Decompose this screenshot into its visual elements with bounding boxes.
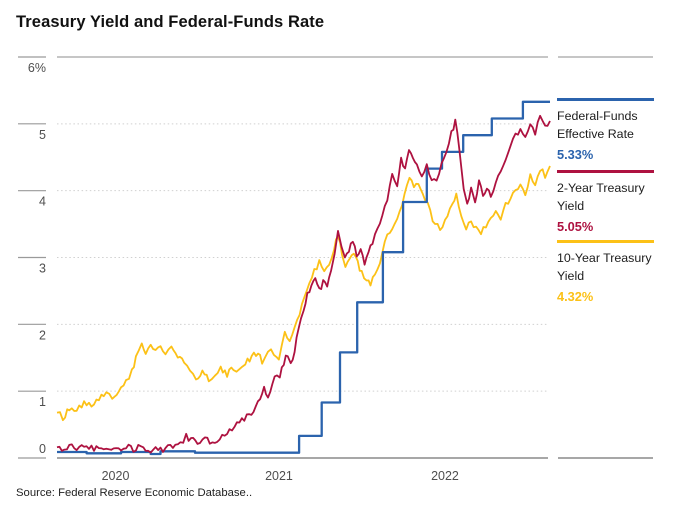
series-line-10-year-treasury-yield: [56, 165, 551, 422]
legend-item-10yr-treasury: 10-Year Treasury Yield 4.32%: [557, 240, 654, 305]
legend-value-2yr-treasury: 5.05%: [557, 219, 594, 234]
y-tick-label: 3: [39, 262, 46, 276]
legend-value-10yr-treasury: 4.32%: [557, 289, 594, 304]
y-tick-label: 6%: [28, 61, 46, 75]
series-line-2-year-treasury-yield: [56, 114, 551, 454]
legend-item-fed-funds: Federal-Funds Effective Rate 5.33%: [557, 98, 654, 163]
y-tick-label: 4: [39, 195, 46, 209]
series-line-federal-funds-effective-rate: [57, 100, 550, 456]
legend-label: Yield: [557, 268, 585, 283]
legend-label: Federal-Funds: [557, 109, 638, 123]
chart-title: Treasury Yield and Federal-Funds Rate: [16, 13, 325, 31]
x-tick-label: 2021: [265, 469, 293, 483]
legend-label: Effective Rate: [557, 126, 634, 141]
x-tick-label: 2022: [431, 469, 459, 483]
x-tick-label: 2020: [102, 469, 130, 483]
y-tick-label: 0: [39, 442, 46, 456]
y-tick-label: 1: [39, 395, 46, 409]
legend-label: 10-Year Treasury: [557, 251, 652, 265]
y-tick-label: 2: [39, 328, 46, 342]
legend-label: Yield: [557, 198, 585, 213]
legend-item-2yr-treasury: 2-Year Treasury Yield 5.05%: [557, 170, 654, 235]
source-note: Source: Federal Reserve Economic Databas…: [16, 487, 253, 499]
legend-value-fed-funds: 5.33%: [557, 147, 594, 162]
y-tick-label: 5: [39, 128, 46, 142]
legend-label: 2-Year Treasury: [557, 181, 645, 195]
